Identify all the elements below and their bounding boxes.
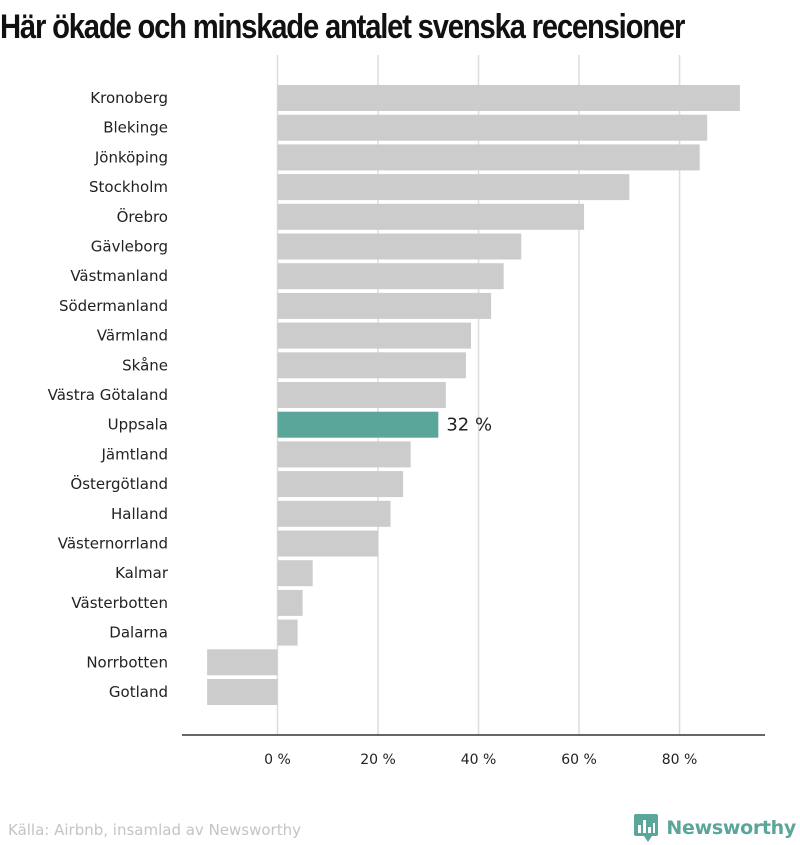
bar: [277, 174, 630, 201]
x-axis: 0 % 20 % 40 % 60 % 80 %: [182, 734, 765, 768]
category-label: Värmland: [97, 327, 168, 345]
x-tick-label: 0 %: [264, 752, 291, 768]
chart-title: Här ökade och minskade antalet svenska r…: [0, 8, 685, 46]
source-note: Källa: Airbnb, insamlad av Newsworthy: [8, 821, 301, 839]
bar: [277, 530, 379, 557]
category-label: Halland: [111, 505, 168, 523]
x-tick-label: 20 %: [360, 752, 396, 768]
x-tick-label: 80 %: [662, 752, 698, 768]
bars: [207, 85, 740, 705]
category-label: Stockholm: [89, 178, 168, 196]
bar-highlight: [277, 411, 439, 438]
bar: [277, 382, 446, 408]
bar: [277, 144, 700, 171]
category-label: Jönköping: [94, 148, 168, 166]
x-tick-label: 40 %: [461, 752, 497, 768]
category-labels: Kronoberg Blekinge Jönköping Stockholm Örebr…: [48, 89, 169, 701]
category-label: Skåne: [122, 356, 168, 374]
bar: [207, 649, 278, 676]
category-label: Västernorrland: [58, 535, 168, 553]
category-label: Kalmar: [115, 564, 169, 582]
bar: [277, 471, 404, 498]
category-label: Östergötland: [70, 474, 168, 493]
bar: [277, 203, 585, 230]
bar: [277, 500, 391, 527]
bar: [277, 85, 740, 111]
category-label: Jämtland: [101, 445, 169, 463]
bar-chart-speech-bubble-icon: [634, 814, 659, 842]
bar: [277, 441, 411, 468]
bar: [277, 114, 708, 141]
bar: [277, 292, 492, 319]
bar: [207, 679, 278, 705]
bar: [277, 263, 504, 290]
category-label: Norrbotten: [86, 653, 168, 671]
category-label: Västmanland: [70, 267, 168, 285]
bar: [277, 322, 471, 349]
category-label: Västerbotten: [71, 594, 168, 612]
category-label: Södermanland: [59, 297, 168, 315]
data-label: 32 %: [446, 415, 492, 436]
category-label: Blekinge: [103, 119, 168, 137]
category-label: Kronoberg: [90, 89, 168, 107]
data-labels: 32 %: [446, 415, 492, 436]
bar: [277, 560, 313, 587]
bar-chart: Kronoberg Blekinge Jönköping Stockholm Örebr…: [48, 55, 765, 768]
category-label: Dalarna: [109, 624, 168, 642]
category-label: Västra Götaland: [48, 386, 168, 404]
category-label: Örebro: [117, 207, 168, 226]
category-label: Gotland: [109, 683, 168, 701]
bar: [277, 352, 466, 379]
bar: [277, 233, 522, 260]
category-label: Uppsala: [108, 416, 168, 434]
category-label: Gävleborg: [91, 238, 168, 256]
bar: [277, 589, 303, 616]
bar: [277, 619, 298, 646]
brand-logo: Newsworthy: [634, 814, 796, 842]
brand-name: Newsworthy: [666, 817, 796, 839]
x-tick-label: 60 %: [561, 752, 597, 768]
